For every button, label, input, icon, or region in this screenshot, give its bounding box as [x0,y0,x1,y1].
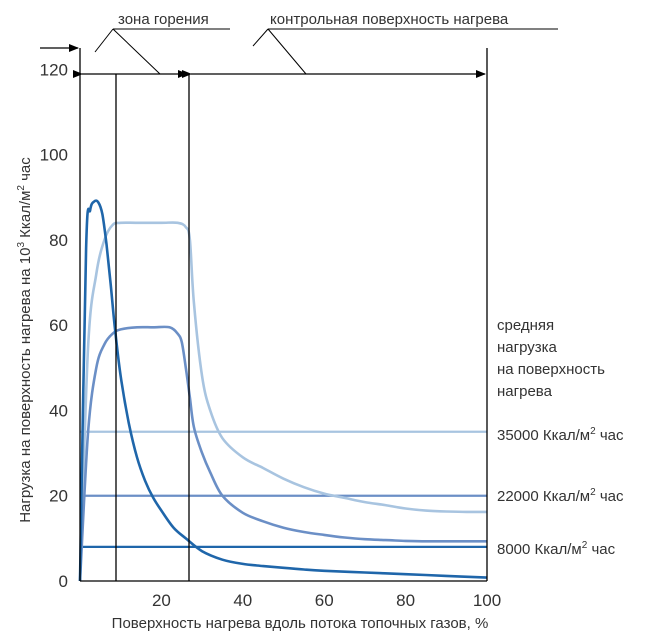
side-note-line-1: средняя [497,317,554,334]
y-tick-labels: 0 20 40 60 80 100 120 [40,60,68,591]
y-tick-label: 120 [40,60,68,79]
y-tick-label: 100 [40,146,68,165]
control-label-leader [252,28,269,47]
y-tick-label: 60 [49,316,68,335]
side-note-line-2: нагрузка [497,339,558,356]
series-curves [78,199,488,582]
side-note-line-3: на поверхность [497,361,605,378]
x-axis-label: Поверхность нагрева вдоль потока топочны… [112,615,489,632]
control-zone-label: контрольная поверхность нагрева [270,11,509,28]
x-tick-label: 40 [233,591,252,610]
control-label-leader-2 [267,28,307,75]
combustion-zone-label: зона горения [118,11,209,28]
series-line [78,221,488,582]
x-tick-label: 80 [396,591,415,610]
combustion-label-leader-2 [112,28,161,75]
y-tick-label: 0 [59,572,68,591]
series-label-35000: 35000 Ккал/м2 час [497,426,624,444]
average-lines [80,430,487,548]
series-label-22000: 22000 Ккал/м2 час [497,487,624,505]
y-tick-label: 20 [49,487,68,506]
x-tick-label: 20 [152,591,171,610]
series-line [78,199,488,582]
y-axis-label: Нагрузка на поверхность нагрева на 103 К… [16,157,34,523]
combustion-label-leader [94,28,114,53]
x-tick-labels: 20 40 60 80 100 [152,591,501,610]
series-line [78,325,487,582]
series-label-8000: 8000 Ккал/м2 час [497,540,616,558]
y-tick-label: 40 [49,401,68,420]
y-tick-label: 80 [49,231,68,250]
x-tick-label: 100 [473,591,501,610]
side-note-line-4: нагрева [497,383,553,400]
x-tick-label: 60 [315,591,334,610]
